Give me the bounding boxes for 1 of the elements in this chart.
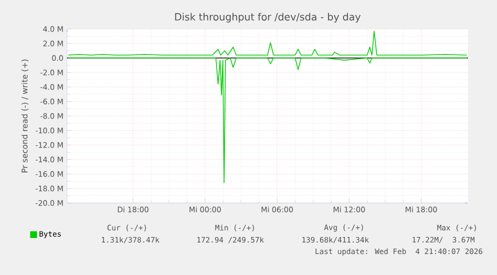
chart-title: Disk throughput for /dev/sda - by day [175,12,361,23]
